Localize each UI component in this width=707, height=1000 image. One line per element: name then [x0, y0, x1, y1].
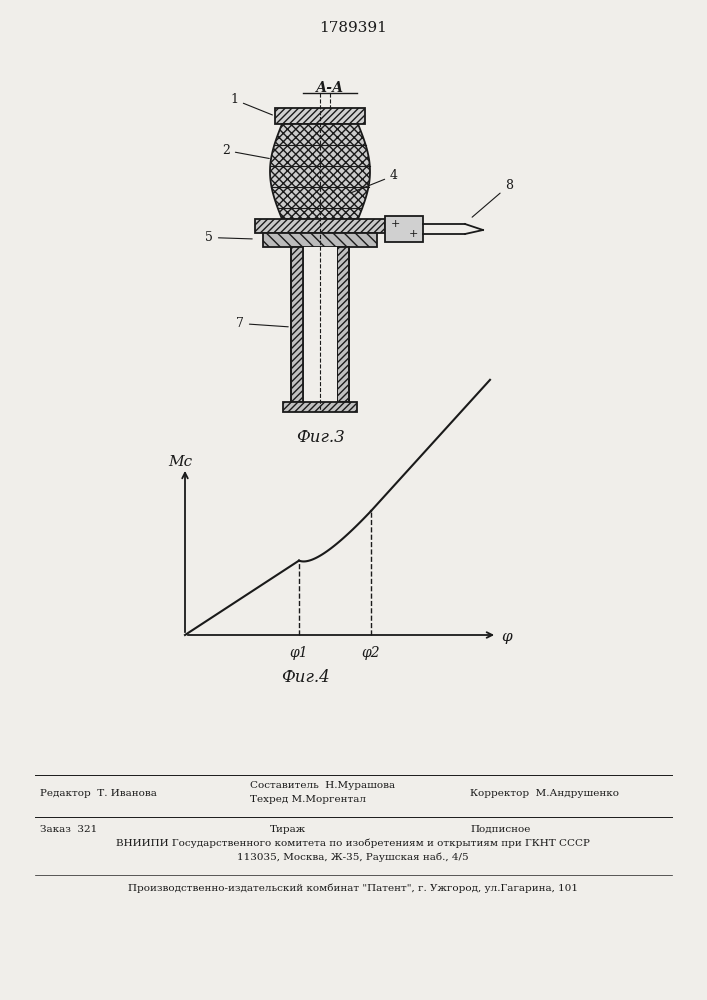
Bar [385, 216, 423, 242]
Text: φ: φ [502, 630, 513, 644]
Text: Корректор  М.Андрушенко: Корректор М.Андрушенко [470, 788, 619, 798]
Text: Составитель  Н.Мурашова: Составитель Н.Мурашова [250, 780, 395, 790]
Text: 7: 7 [236, 317, 288, 330]
Text: 1: 1 [230, 93, 272, 115]
Text: φ2: φ2 [362, 646, 380, 660]
Bar [291, 247, 303, 402]
Bar [255, 219, 385, 233]
Polygon shape [270, 124, 370, 219]
Text: Тираж: Тираж [270, 824, 306, 834]
Bar [283, 402, 357, 412]
Bar [303, 247, 337, 402]
Text: 4: 4 [351, 169, 398, 193]
Text: ВНИИПИ Государственного комитета по изобретениям и открытиям при ГКНТ СССР: ВНИИПИ Государственного комитета по изоб… [116, 838, 590, 848]
Text: +: + [390, 219, 399, 229]
Text: Фиг.4: Фиг.4 [281, 668, 329, 686]
Bar [275, 108, 365, 124]
Bar [263, 233, 377, 247]
Text: Редактор  Т. Иванова: Редактор Т. Иванова [40, 788, 157, 798]
Text: Мс: Мс [168, 455, 192, 469]
Text: Заказ  321: Заказ 321 [40, 824, 98, 834]
Text: +: + [409, 229, 418, 239]
Text: 8: 8 [472, 179, 513, 217]
Text: Подписное: Подписное [470, 824, 530, 834]
Text: 5: 5 [205, 231, 252, 244]
Text: Производственно-издательский комбинат "Патент", г. Ужгород, ул.Гагарина, 101: Производственно-издательский комбинат "П… [128, 883, 578, 893]
Bar [337, 247, 349, 402]
Text: 1789391: 1789391 [319, 21, 387, 35]
Text: 2: 2 [222, 144, 269, 158]
Text: Фиг.3: Фиг.3 [296, 428, 344, 446]
Text: φ1: φ1 [290, 646, 308, 660]
Text: А-А: А-А [316, 81, 344, 95]
Text: 113035, Москва, Ж-35, Раушская наб., 4/5: 113035, Москва, Ж-35, Раушская наб., 4/5 [237, 852, 469, 862]
Text: Техред М.Моргентал: Техред М.Моргентал [250, 794, 366, 804]
